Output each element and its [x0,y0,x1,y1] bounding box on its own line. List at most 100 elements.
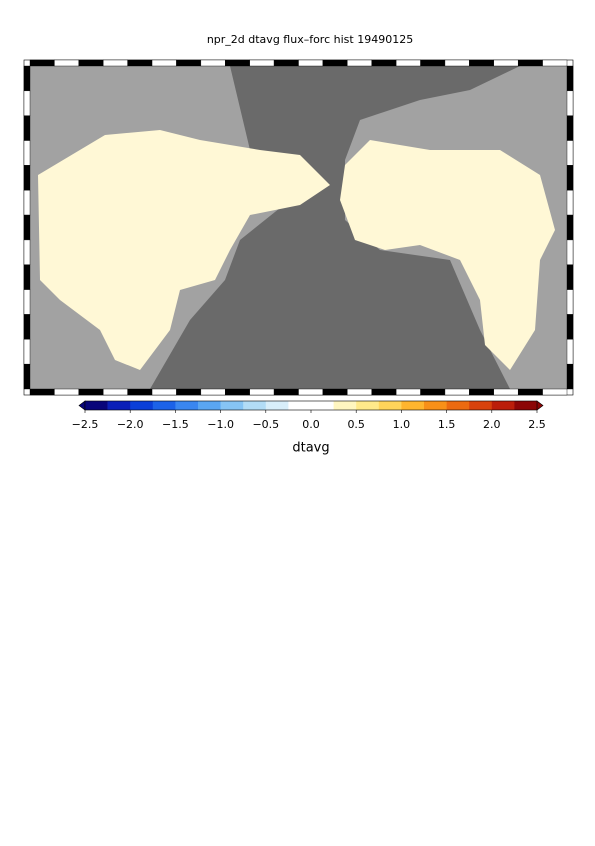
border-cell [54,388,80,396]
border-cell [469,388,494,396]
border-cell [566,289,574,315]
border-cell [566,140,574,166]
border-cell [566,190,574,216]
border-cell [347,388,372,396]
border-cell [395,59,421,67]
border-cell [371,388,397,396]
border-cell [566,339,574,365]
border-cell [322,59,348,67]
border-cell [151,59,177,67]
border-cell [23,239,31,265]
border-cell [517,388,543,396]
colorbar-swatch [175,401,199,410]
border-cell [78,388,104,396]
colorbar-tick-label: 2.0 [483,418,501,431]
border-cell [420,59,446,67]
border-cell [23,90,31,116]
border-cell [54,59,80,67]
border-cell [23,190,31,216]
border-cell [298,388,324,396]
border-cell [127,59,153,67]
colorbar-swatch [288,401,312,410]
colorbar-swatch [311,401,334,410]
border-cell [249,59,275,67]
border-cell [566,115,574,141]
map-border [23,59,574,396]
colorbar-swatch [152,401,176,410]
border-cell [566,90,574,116]
colorbar-tick-label: 0.5 [347,418,365,431]
colorbar-swatch [243,401,267,410]
colorbar-swatch [424,401,447,410]
border-cell [493,388,519,396]
border-cell [78,59,104,67]
colorbar-tick-label: −1.5 [162,418,189,431]
border-cell [298,59,324,67]
map-title: npr_2d dtavg flux–forc hist 19490125 [207,33,413,46]
colorbar-swatch [514,401,538,410]
border-cell [225,388,250,396]
colorbar-swatch [378,401,402,410]
border-cell [103,59,128,67]
colorbar-swatch [333,401,357,410]
border-cell [517,59,543,67]
border-cell [542,59,568,67]
border-cell [176,59,202,67]
colorbar-swatch [198,401,221,410]
border-cell [176,388,202,396]
colorbar-tick-label: −1.0 [207,418,234,431]
border-cell [444,59,470,67]
map [23,59,574,396]
border-cell [23,115,31,141]
colorbar-tick-label: 1.5 [438,418,456,431]
border-cell [347,59,372,67]
colorbar-tick-label: −2.0 [117,418,144,431]
border-cell [23,289,31,315]
colorbar-swatch [107,401,131,410]
border-cell [566,214,574,241]
border-cell [493,59,519,67]
border-cell [420,388,446,396]
border-cell [23,65,31,92]
colorbar-tick-label: 0.0 [302,418,320,431]
border-cell [322,388,348,396]
border-cell [23,314,31,340]
colorbar-swatch [469,401,493,410]
border-cell [469,59,494,67]
colorbar: −2.5 −2.0 −1.5 −1.0 −0.5 0.0 0.5 1.0 1.5 2.0 2.5 [72,400,546,431]
border-cell [249,388,275,396]
colorbar-swatch [85,401,108,410]
border-cell [29,388,55,396]
border-cell [23,165,31,191]
colorbar-swatch [356,401,380,410]
border-cell [542,388,568,396]
border-cell [103,388,128,396]
colorbar-swatch [220,401,244,410]
border-cell [566,264,574,290]
border-cell [23,339,31,365]
colorbar-swatch [401,401,425,410]
colorbar-swatch [491,401,515,410]
land-data-area [38,130,330,370]
colorbar-tick-label: −0.5 [252,418,279,431]
colorbar-label: dtavg [292,441,329,456]
border-cell [23,140,31,166]
border-cell [566,239,574,265]
colorbar-tick-label: 2.5 [528,418,546,431]
border-cell [127,388,153,396]
border-cell [23,214,31,241]
colorbar-swatch [130,401,154,410]
border-cell [444,388,470,396]
colorbar-tick-label: −2.5 [72,418,99,431]
border-cell [200,59,226,67]
border-cell [29,59,55,67]
border-cell [566,314,574,340]
colorbar-swatch [265,401,289,410]
border-cell [23,264,31,290]
border-cell [371,59,397,67]
colorbar-swatch [446,401,470,410]
border-cell [273,388,299,396]
border-cell [566,65,574,92]
border-cell [566,363,574,390]
